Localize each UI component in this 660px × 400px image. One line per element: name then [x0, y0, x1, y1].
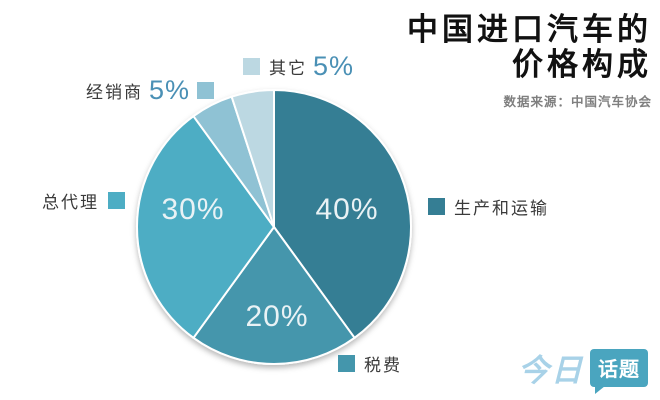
- legend-item-other: 其它 5%: [243, 53, 354, 80]
- legend-percent-dealer: 5%: [149, 75, 191, 105]
- legend-item-agent: 总代理: [42, 188, 125, 213]
- pie-percent-agent: 30%: [161, 193, 225, 226]
- pie-slice-1: [192, 226, 356, 366]
- legend-swatch-production-icon: [428, 198, 445, 215]
- legend-percent-other: 5%: [313, 51, 355, 81]
- legend-item-dealer: 经销商 5%: [86, 75, 215, 105]
- data-source: 数据来源：中国汽车协会: [503, 95, 652, 110]
- legend-label-dealer: 经销商: [86, 83, 143, 102]
- brand-watermark: 今日 话题: [518, 345, 648, 394]
- legend-label-tax: 税费: [364, 356, 402, 375]
- pie-slice-4: [230, 89, 275, 228]
- chart-title-line2: 价格构成: [512, 47, 652, 83]
- pie-percent-tax: 20%: [245, 300, 309, 333]
- legend-item-production: 生产和运输: [428, 194, 549, 219]
- legend-swatch-dealer-icon: [197, 82, 215, 99]
- legend-swatch-other-icon: [243, 58, 260, 75]
- pie-slice-0: [273, 89, 412, 339]
- legend-item-tax: 税费: [338, 351, 402, 376]
- chart-header: 中国进口汽车的 价格构成 数据来源：中国汽车协会: [407, 12, 652, 110]
- watermark-bubble-text: 话题: [590, 348, 648, 394]
- legend-label-other: 其它: [269, 59, 307, 78]
- chart-title-line1: 中国进口汽车的: [407, 12, 652, 47]
- pie-slice-2: [136, 115, 275, 339]
- legend-label-production: 生产和运输: [454, 199, 549, 218]
- legend-swatch-agent-icon: [108, 192, 125, 209]
- watermark-brand-text: 今日: [518, 353, 584, 388]
- legend-swatch-tax-icon: [338, 355, 355, 372]
- pie-percent-production: 40%: [315, 193, 379, 226]
- legend-label-agent: 总代理: [42, 193, 99, 212]
